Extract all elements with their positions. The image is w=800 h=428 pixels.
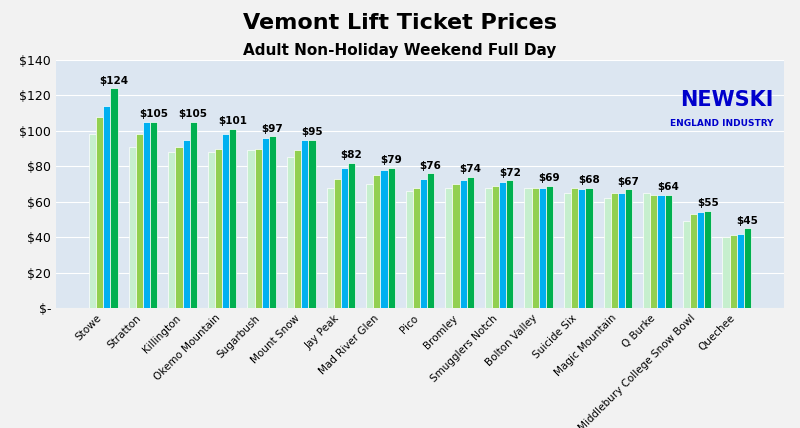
Text: $95: $95 xyxy=(301,127,322,137)
Text: $72: $72 xyxy=(499,168,521,178)
Bar xyxy=(168,152,175,308)
Bar xyxy=(348,163,355,308)
Bar xyxy=(532,187,538,308)
Bar xyxy=(190,122,197,308)
Bar xyxy=(230,129,236,308)
Text: $124: $124 xyxy=(99,76,129,86)
Bar xyxy=(650,195,658,308)
Bar xyxy=(420,179,427,308)
Bar xyxy=(381,170,387,308)
Bar xyxy=(341,168,348,308)
Bar xyxy=(690,214,697,308)
Bar xyxy=(538,187,546,308)
Text: $97: $97 xyxy=(262,124,283,134)
Bar xyxy=(722,237,730,308)
Bar xyxy=(287,158,294,308)
Bar xyxy=(604,198,610,308)
Bar xyxy=(334,179,341,308)
Text: $45: $45 xyxy=(737,216,758,226)
Bar xyxy=(665,195,672,308)
Text: $82: $82 xyxy=(341,150,362,160)
Text: $105: $105 xyxy=(139,109,168,119)
Bar xyxy=(683,221,690,308)
Bar xyxy=(143,122,150,308)
Text: $64: $64 xyxy=(658,182,679,192)
Bar xyxy=(374,175,381,308)
Bar xyxy=(610,193,618,308)
Text: $79: $79 xyxy=(380,155,402,166)
Bar xyxy=(103,106,110,308)
Bar xyxy=(136,134,143,308)
Bar xyxy=(564,193,571,308)
Bar xyxy=(182,140,190,308)
Bar xyxy=(269,136,276,308)
Bar xyxy=(618,193,625,308)
Bar xyxy=(643,193,650,308)
Bar xyxy=(302,140,308,308)
Bar xyxy=(466,177,474,308)
Bar xyxy=(453,184,459,308)
Bar xyxy=(247,150,254,308)
Bar xyxy=(525,187,532,308)
Bar xyxy=(744,229,751,308)
Bar xyxy=(96,117,103,308)
Bar xyxy=(254,149,262,308)
Bar xyxy=(506,181,514,308)
Bar xyxy=(499,182,506,308)
Text: $76: $76 xyxy=(420,161,442,171)
Bar xyxy=(704,211,711,308)
Bar xyxy=(446,187,453,308)
Text: Vemont Lift Ticket Prices: Vemont Lift Ticket Prices xyxy=(243,13,557,33)
Bar xyxy=(413,187,420,308)
Bar xyxy=(215,149,222,308)
Text: NEWSKI: NEWSKI xyxy=(680,90,773,110)
Bar xyxy=(222,134,230,308)
Text: $68: $68 xyxy=(578,175,600,185)
Text: $67: $67 xyxy=(618,177,639,187)
Bar xyxy=(294,150,302,308)
Bar xyxy=(586,187,593,308)
Bar xyxy=(658,195,665,308)
Bar xyxy=(459,181,466,308)
Bar xyxy=(326,187,334,308)
Text: $74: $74 xyxy=(459,164,482,174)
Bar xyxy=(625,189,632,308)
Bar xyxy=(262,138,269,308)
Text: $105: $105 xyxy=(178,109,208,119)
Bar xyxy=(737,234,744,308)
Bar xyxy=(492,186,499,308)
Bar xyxy=(730,235,737,308)
Bar xyxy=(571,187,578,308)
Bar xyxy=(208,152,215,308)
Bar xyxy=(308,140,315,308)
Text: $69: $69 xyxy=(538,173,560,183)
Text: Adult Non-Holiday Weekend Full Day: Adult Non-Holiday Weekend Full Day xyxy=(243,43,557,58)
Bar xyxy=(485,187,492,308)
Bar xyxy=(578,189,586,308)
Bar xyxy=(89,134,96,308)
Bar xyxy=(175,147,182,308)
Bar xyxy=(366,184,374,308)
Bar xyxy=(546,186,553,308)
Bar xyxy=(697,212,704,308)
Text: $101: $101 xyxy=(218,116,247,126)
Text: $55: $55 xyxy=(697,198,718,208)
Bar xyxy=(406,191,413,308)
Text: ENGLAND INDUSTRY: ENGLAND INDUSTRY xyxy=(670,119,773,128)
Bar xyxy=(387,168,394,308)
Bar xyxy=(129,147,136,308)
Bar xyxy=(150,122,157,308)
Bar xyxy=(110,88,118,308)
Bar xyxy=(427,173,434,308)
